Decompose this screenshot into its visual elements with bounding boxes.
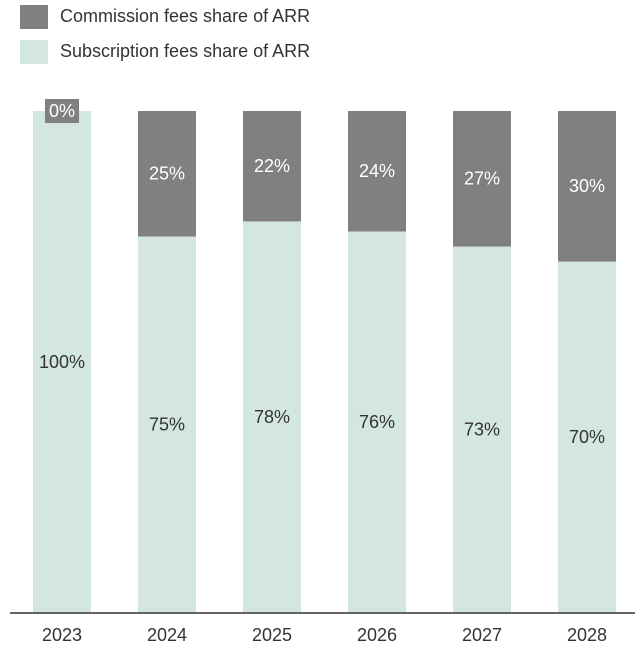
legend-swatch [20, 40, 48, 64]
x-tick-label: 2028 [567, 625, 607, 645]
x-tick-label: 2023 [42, 625, 82, 645]
bar-segment [558, 111, 616, 262]
data-label: 75% [149, 415, 185, 435]
legend-label: Subscription fees share of ARR [60, 41, 310, 61]
bar-segment [243, 221, 301, 613]
legend-swatch [20, 5, 48, 29]
bar-segment [348, 111, 406, 232]
x-tick-label: 2025 [252, 625, 292, 645]
data-label: 30% [569, 176, 605, 196]
data-label: 73% [464, 420, 500, 440]
data-label: 24% [359, 161, 395, 181]
bar-segment [453, 111, 511, 247]
x-tick-label: 2026 [357, 625, 397, 645]
legend-label: Commission fees share of ARR [60, 6, 310, 26]
x-tick-label: 2027 [462, 625, 502, 645]
data-label: 76% [359, 412, 395, 432]
bar-segment [138, 111, 196, 237]
data-label: 70% [569, 427, 605, 447]
bar-segment [348, 231, 406, 614]
data-label: 27% [464, 169, 500, 189]
bar-segment [558, 261, 616, 613]
data-label: 22% [254, 156, 290, 176]
data-label: 25% [149, 164, 185, 184]
bar-segment [33, 111, 91, 613]
data-label: 0% [49, 101, 75, 121]
bar-segment [138, 236, 196, 613]
bar-segment [243, 111, 301, 222]
label-background [45, 99, 79, 123]
x-tick-label: 2024 [147, 625, 187, 645]
bar-segment [453, 246, 511, 614]
data-label: 100% [39, 352, 85, 372]
data-label: 78% [254, 407, 290, 427]
